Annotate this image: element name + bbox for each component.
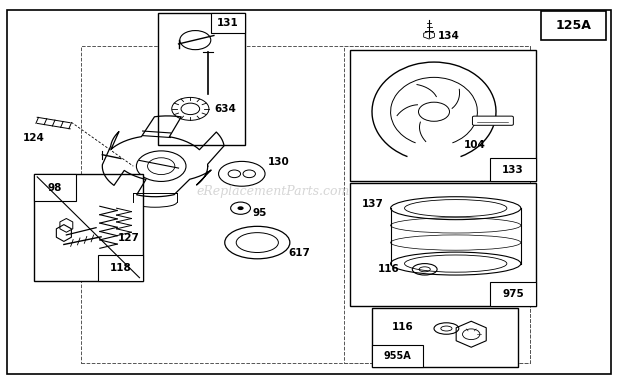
Text: 955A: 955A: [384, 351, 411, 361]
FancyBboxPatch shape: [372, 308, 518, 367]
Text: 617: 617: [288, 248, 310, 258]
Text: 125A: 125A: [556, 19, 591, 32]
FancyBboxPatch shape: [98, 255, 143, 281]
FancyBboxPatch shape: [490, 158, 536, 181]
Text: 127: 127: [118, 233, 140, 243]
FancyBboxPatch shape: [158, 13, 245, 145]
Circle shape: [237, 206, 244, 210]
Text: 134: 134: [438, 31, 459, 41]
Text: 124: 124: [23, 133, 45, 142]
Text: 104: 104: [463, 140, 485, 150]
Text: 133: 133: [502, 165, 524, 175]
Text: eReplacementParts.com: eReplacementParts.com: [196, 185, 350, 197]
Text: 116: 116: [378, 264, 400, 274]
Text: 634: 634: [214, 104, 236, 114]
Text: 975: 975: [502, 289, 524, 299]
FancyBboxPatch shape: [472, 116, 513, 125]
Text: 137: 137: [361, 199, 383, 209]
FancyBboxPatch shape: [490, 282, 536, 306]
FancyBboxPatch shape: [541, 11, 606, 40]
Text: 131: 131: [217, 18, 239, 28]
FancyBboxPatch shape: [211, 13, 245, 33]
FancyBboxPatch shape: [350, 183, 536, 306]
FancyBboxPatch shape: [34, 174, 76, 201]
Text: 116: 116: [392, 322, 414, 332]
FancyBboxPatch shape: [34, 174, 143, 281]
Text: 98: 98: [48, 183, 63, 193]
FancyBboxPatch shape: [7, 10, 611, 374]
FancyBboxPatch shape: [372, 345, 423, 367]
FancyBboxPatch shape: [350, 50, 536, 181]
Text: 95: 95: [253, 208, 267, 218]
Text: 130: 130: [268, 157, 290, 167]
Text: 118: 118: [109, 263, 131, 273]
